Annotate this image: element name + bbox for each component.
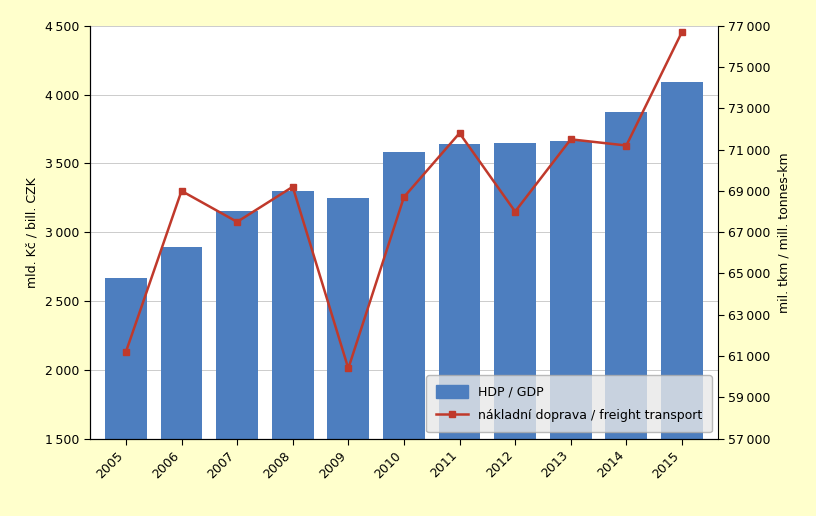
Bar	[216, 211, 258, 516]
Bar	[605, 112, 647, 516]
Bar	[550, 141, 592, 516]
Bar	[272, 191, 313, 516]
Bar	[105, 278, 147, 516]
Bar	[661, 82, 703, 516]
Bar	[161, 247, 202, 516]
Y-axis label: mil. tkm / mill. tonnes-km: mil. tkm / mill. tonnes-km	[778, 152, 791, 313]
Bar	[439, 144, 481, 516]
Bar	[327, 198, 369, 516]
Bar	[383, 152, 425, 516]
Bar	[494, 143, 536, 516]
Legend: HDP / GDP, nákladní doprava / freight transport: HDP / GDP, nákladní doprava / freight tr…	[426, 375, 712, 432]
Y-axis label: mld. Kč / bill. CZK: mld. Kč / bill. CZK	[25, 177, 38, 287]
